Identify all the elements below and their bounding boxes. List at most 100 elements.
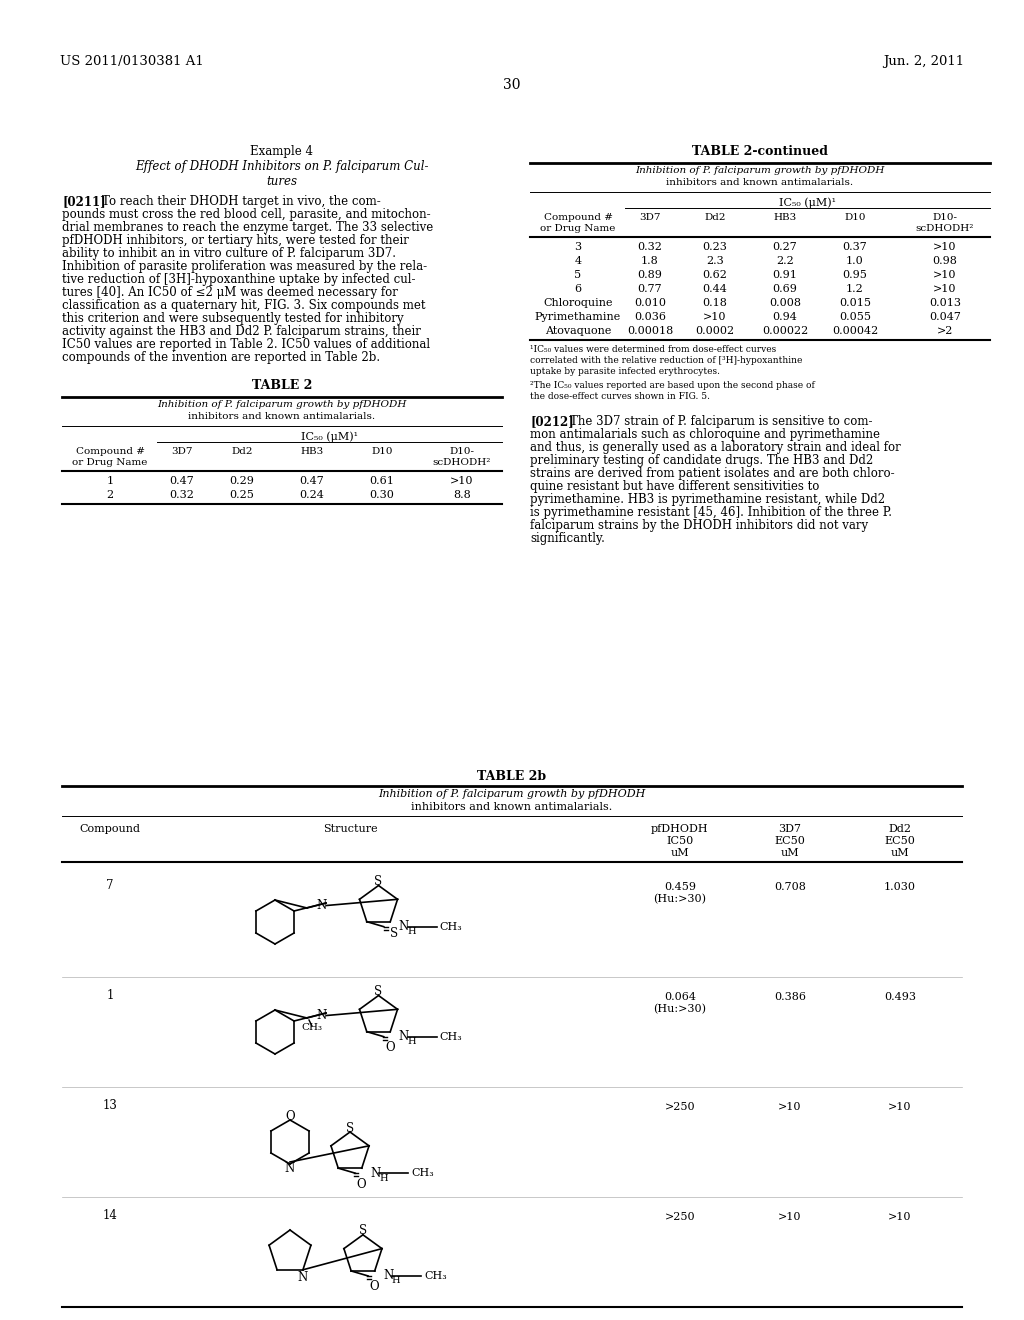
Text: O: O — [286, 1110, 295, 1122]
Text: inhibitors and known antimalarials.: inhibitors and known antimalarials. — [412, 803, 612, 812]
Text: EC50: EC50 — [885, 836, 915, 846]
Text: pfDHODH inhibitors, or tertiary hits, were tested for their: pfDHODH inhibitors, or tertiary hits, we… — [62, 234, 409, 247]
Text: falciparum strains by the DHODH inhibitors did not vary: falciparum strains by the DHODH inhibito… — [530, 519, 868, 532]
Text: 1.8: 1.8 — [641, 256, 658, 267]
Text: Inhibition of P. falciparum growth by pfDHODH: Inhibition of P. falciparum growth by pf… — [378, 789, 646, 799]
Text: 0.30: 0.30 — [370, 490, 394, 500]
Text: Pyrimethamine: Pyrimethamine — [535, 312, 622, 322]
Text: Compound #: Compound # — [76, 447, 144, 455]
Text: scDHODH²: scDHODH² — [915, 224, 974, 234]
Text: 0.24: 0.24 — [300, 490, 325, 500]
Text: uM: uM — [671, 847, 689, 858]
Text: 0.47: 0.47 — [300, 477, 325, 486]
Text: >10: >10 — [703, 312, 727, 322]
Text: 0.37: 0.37 — [843, 242, 867, 252]
Text: 3D7: 3D7 — [639, 213, 660, 222]
Text: 3: 3 — [574, 242, 582, 252]
Text: S: S — [375, 985, 383, 998]
Text: correlated with the relative reduction of [³H]-hypoxanthine: correlated with the relative reduction o… — [530, 356, 803, 366]
Text: 0.010: 0.010 — [634, 298, 666, 308]
Text: significantly.: significantly. — [530, 532, 605, 545]
Text: (Hu:>30): (Hu:>30) — [653, 1005, 707, 1014]
Text: O: O — [385, 1041, 394, 1055]
Text: or Drug Name: or Drug Name — [73, 458, 147, 467]
Text: inhibitors and known antimalarials.: inhibitors and known antimalarials. — [188, 412, 376, 421]
Text: [0212]: [0212] — [530, 414, 573, 428]
Text: 3D7: 3D7 — [171, 447, 193, 455]
Text: Inhibition of P. falciparum growth by pfDHODH: Inhibition of P. falciparum growth by pf… — [635, 166, 885, 176]
Text: D10: D10 — [844, 213, 865, 222]
Text: 0.25: 0.25 — [229, 490, 254, 500]
Text: uM: uM — [891, 847, 909, 858]
Text: S: S — [375, 875, 383, 888]
Text: 0.89: 0.89 — [638, 271, 663, 280]
Text: 0.008: 0.008 — [769, 298, 801, 308]
Text: HB3: HB3 — [300, 447, 324, 455]
Text: 0.00042: 0.00042 — [831, 326, 879, 337]
Text: H: H — [392, 1276, 400, 1286]
Text: >250: >250 — [665, 1102, 695, 1111]
Text: N: N — [383, 1270, 393, 1283]
Text: 8.8: 8.8 — [454, 490, 471, 500]
Text: Dd2: Dd2 — [231, 447, 253, 455]
Text: tive reduction of [3H]-hypoxanthine uptake by infected cul-: tive reduction of [3H]-hypoxanthine upta… — [62, 273, 416, 286]
Text: 0.94: 0.94 — [772, 312, 798, 322]
Text: activity against the HB3 and Dd2 P. falciparum strains, their: activity against the HB3 and Dd2 P. falc… — [62, 325, 421, 338]
Text: >10: >10 — [933, 242, 956, 252]
Text: 0.0002: 0.0002 — [695, 326, 734, 337]
Text: 0.62: 0.62 — [702, 271, 727, 280]
Text: EC50: EC50 — [774, 836, 806, 846]
Text: 2.3: 2.3 — [707, 256, 724, 267]
Text: pfDHODH: pfDHODH — [651, 824, 709, 834]
Text: US 2011/0130381 A1: US 2011/0130381 A1 — [60, 55, 204, 69]
Text: S: S — [390, 927, 398, 940]
Text: Inhibition of P. falciparum growth by pfDHODH: Inhibition of P. falciparum growth by pf… — [158, 400, 407, 409]
Text: N: N — [316, 899, 327, 912]
Text: 0.91: 0.91 — [772, 271, 798, 280]
Text: 1.030: 1.030 — [884, 882, 916, 892]
Text: CH₃: CH₃ — [439, 921, 463, 932]
Text: 0.386: 0.386 — [774, 993, 806, 1002]
Text: >10: >10 — [933, 271, 956, 280]
Text: Structure: Structure — [323, 824, 377, 834]
Text: 0.459: 0.459 — [664, 882, 696, 892]
Text: 4: 4 — [574, 256, 582, 267]
Text: 5: 5 — [574, 271, 582, 280]
Text: TABLE 2-continued: TABLE 2-continued — [692, 145, 828, 158]
Text: or Drug Name: or Drug Name — [541, 224, 615, 234]
Text: 0.77: 0.77 — [638, 284, 663, 294]
Text: 0.18: 0.18 — [702, 298, 727, 308]
Text: ²The IC₅₀ values reported are based upon the second phase of: ²The IC₅₀ values reported are based upon… — [530, 381, 815, 389]
Text: D10: D10 — [372, 447, 393, 455]
Text: 0.493: 0.493 — [884, 993, 916, 1002]
Text: Compound: Compound — [80, 824, 140, 834]
Text: Dd2: Dd2 — [705, 213, 726, 222]
Text: N: N — [298, 1271, 308, 1284]
Text: 30: 30 — [503, 78, 521, 92]
Text: H: H — [379, 1173, 387, 1183]
Text: 0.47: 0.47 — [170, 477, 195, 486]
Text: inhibitors and known antimalarials.: inhibitors and known antimalarials. — [667, 178, 854, 187]
Text: Jun. 2, 2011: Jun. 2, 2011 — [883, 55, 964, 69]
Text: CH₃: CH₃ — [301, 1023, 323, 1032]
Text: (Hu:>30): (Hu:>30) — [653, 894, 707, 904]
Text: HB3: HB3 — [773, 213, 797, 222]
Text: tures [40]. An IC50 of ≤2 μM was deemed necessary for: tures [40]. An IC50 of ≤2 μM was deemed … — [62, 286, 398, 300]
Text: 0.047: 0.047 — [929, 312, 961, 322]
Text: ¹IC₅₀ values were determined from dose-effect curves: ¹IC₅₀ values were determined from dose-e… — [530, 345, 776, 354]
Text: D10-: D10- — [450, 447, 474, 455]
Text: 1: 1 — [106, 989, 114, 1002]
Text: >250: >250 — [665, 1212, 695, 1222]
Text: 0.29: 0.29 — [229, 477, 254, 486]
Text: Atovaquone: Atovaquone — [545, 326, 611, 337]
Text: and thus, is generally used as a laboratory strain and ideal for: and thus, is generally used as a laborat… — [530, 441, 901, 454]
Text: tures: tures — [266, 176, 298, 187]
Text: 0.23: 0.23 — [702, 242, 727, 252]
Text: CH₃: CH₃ — [439, 1032, 463, 1041]
Text: >10: >10 — [778, 1212, 802, 1222]
Text: Effect of DHODH Inhibitors on P. falciparum Cul-: Effect of DHODH Inhibitors on P. falcipa… — [135, 160, 429, 173]
Text: 0.055: 0.055 — [839, 312, 871, 322]
Text: 0.036: 0.036 — [634, 312, 666, 322]
Text: pounds must cross the red blood cell, parasite, and mitochon-: pounds must cross the red blood cell, pa… — [62, 209, 431, 220]
Text: 13: 13 — [102, 1100, 118, 1111]
